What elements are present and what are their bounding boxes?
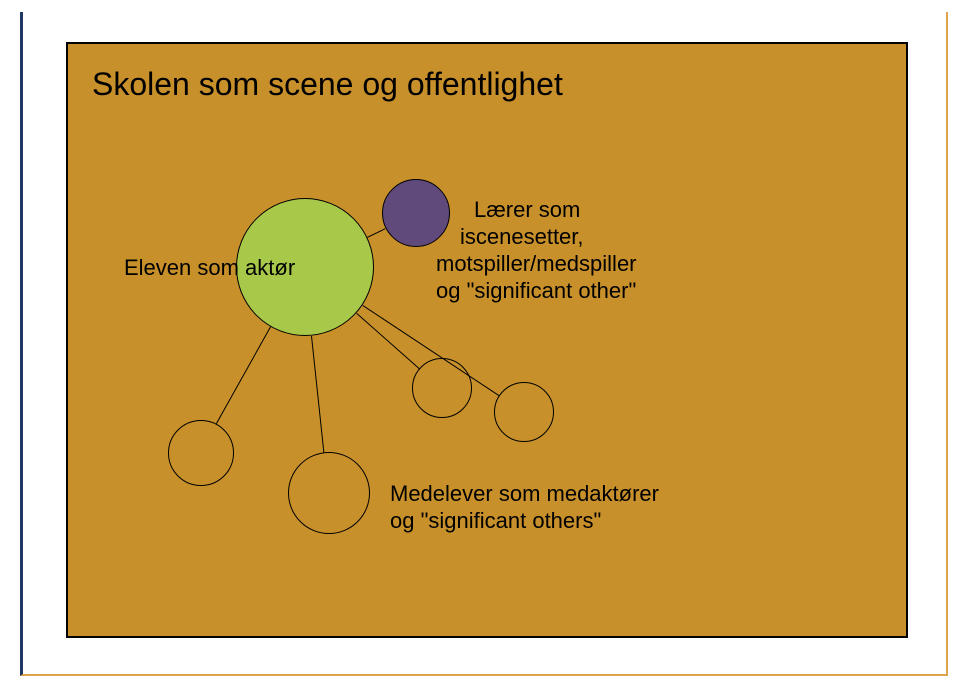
slide: Skolen som scene og offentlighet Eleven … <box>0 0 960 687</box>
medelever-circle-a <box>168 420 234 486</box>
medelever-circle-d <box>494 382 554 442</box>
laerer-circle <box>382 179 450 247</box>
medelever-circle-c <box>412 358 472 418</box>
medelever-label-line2: og "significant others" <box>390 507 601 535</box>
eleven-label: Eleven som aktør <box>124 254 295 282</box>
laerer-label-line3: motspiller/medspiller <box>436 250 637 278</box>
medelever-circle-b <box>288 452 370 534</box>
slide-title: Skolen som scene og offentlighet <box>92 66 563 103</box>
laerer-label-line1: Lærer som <box>474 196 580 224</box>
medelever-label-line1: Medelever som medaktører <box>390 480 659 508</box>
content-panel <box>66 42 908 638</box>
laerer-label-line4: og "significant other" <box>436 277 636 305</box>
laerer-label-line2: iscenesetter, <box>460 223 584 251</box>
